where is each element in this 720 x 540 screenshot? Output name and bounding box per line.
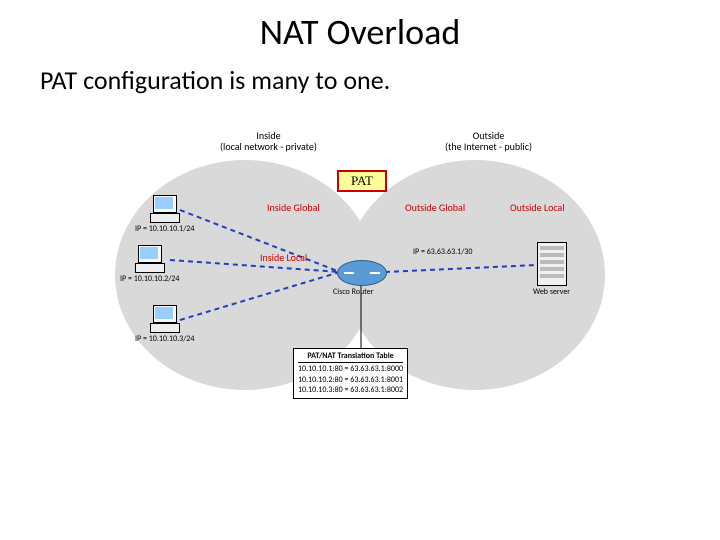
- inside-heading: Inside (local network - private): [220, 130, 317, 152]
- pc-icon: [135, 245, 165, 273]
- nat-table-row: 10.10.10.2:80 = 63.63.63.1:8001: [298, 375, 403, 385]
- outside-sub-text: (the Internet - public): [445, 140, 532, 153]
- inside-global-label: Inside Global: [267, 202, 320, 213]
- nat-table-row: 10.10.10.1:80 = 63.63.63.1:8000: [298, 364, 403, 374]
- nat-table-header: PAT/NAT Translation Table: [298, 351, 403, 363]
- server-icon: [537, 242, 567, 286]
- nat-table-row: 10.10.10.3:80 = 63.63.63.1:8002: [298, 385, 403, 395]
- router-label: Cisco Router: [333, 288, 374, 297]
- inside-local-label: Inside Local: [260, 252, 307, 263]
- host-ip-label: IP = 10.10.10.1/24: [135, 225, 194, 234]
- inside-sub-text: (local network - private): [220, 140, 317, 153]
- pat-box: PAT: [337, 170, 387, 192]
- nat-table: PAT/NAT Translation Table 10.10.10.1:80 …: [293, 348, 408, 399]
- nat-diagram: Inside (local network - private) Outside…: [115, 130, 605, 430]
- page-subtitle: PAT configuration is many to one.: [40, 64, 390, 96]
- host-ip-label: IP = 10.10.10.2/24: [120, 275, 179, 284]
- outside-global-label: Outside Global: [405, 202, 465, 213]
- outside-local-label: Outside Local: [510, 202, 565, 213]
- outside-heading: Outside (the Internet - public): [445, 130, 532, 152]
- router-icon: [337, 260, 387, 286]
- outside-ip-label: IP = 63.63.63.1/30: [413, 248, 472, 257]
- page-title: NAT Overload: [0, 10, 720, 54]
- host-ip-label: IP = 10.10.10.3/24: [135, 335, 194, 344]
- server-label: Web server: [533, 288, 570, 297]
- pc-icon: [150, 195, 180, 223]
- pc-icon: [150, 305, 180, 333]
